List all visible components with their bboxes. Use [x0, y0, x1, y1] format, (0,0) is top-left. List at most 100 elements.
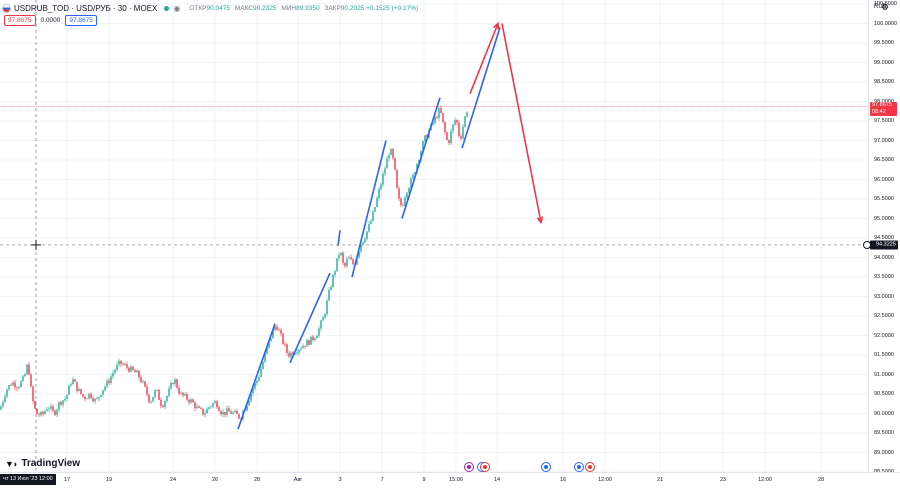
candle-body — [36, 408, 38, 415]
candles — [0, 105, 468, 422]
event-flag-dot — [577, 465, 581, 469]
candle-body — [46, 409, 48, 411]
candle-body — [388, 155, 390, 159]
candle-body — [324, 314, 326, 318]
candle-body — [262, 362, 264, 369]
legend: USDRUB_TOD · USD/РУБ · 30 · MOEX ◉ ОТКР9… — [2, 2, 418, 14]
eye-icon[interactable]: ◉ — [173, 3, 181, 13]
candle-body — [192, 399, 194, 403]
candle-body — [292, 352, 294, 355]
candle-body — [248, 400, 250, 406]
candle-body — [164, 400, 166, 408]
price-chart[interactable] — [0, 0, 868, 473]
candle-body — [16, 387, 18, 389]
candle-body — [414, 172, 416, 175]
event-flag-dot — [467, 465, 471, 469]
candle-body — [270, 338, 272, 341]
candle-body — [412, 174, 414, 179]
open-label: ОТКР — [189, 4, 207, 12]
price-tick-label: 94.5000 — [874, 235, 894, 241]
candle-body — [0, 406, 2, 410]
candle-body — [338, 254, 340, 259]
event-flag-dot — [483, 465, 487, 469]
candle-body — [234, 410, 236, 413]
candle-body — [134, 370, 136, 373]
candle-body — [218, 407, 220, 412]
candle-body — [236, 410, 238, 415]
candle-body — [188, 399, 190, 403]
candle-body — [260, 368, 262, 377]
tradingview-logo[interactable]: ▼◗ TradingView — [5, 458, 80, 469]
candle-body — [226, 408, 228, 415]
candle-body — [52, 406, 54, 411]
spread-value: 0.0000 — [40, 17, 61, 24]
candle-body — [336, 258, 338, 271]
trend-line — [401, 97, 441, 219]
time-tick-label: 9 — [422, 477, 426, 483]
candle-body — [196, 406, 198, 409]
candle-body — [48, 408, 50, 410]
chart-area[interactable]: USDRUB_TOD · USD/РУБ · 30 · MOEX ◉ ОТКР9… — [0, 0, 868, 473]
candle-body — [278, 329, 280, 331]
time-tick-label: 14 — [493, 477, 501, 483]
candle-body — [258, 376, 260, 381]
candle-body — [86, 398, 88, 400]
candle-body — [198, 406, 200, 408]
candle-body — [408, 188, 410, 193]
candle-body — [250, 393, 252, 401]
candle-body — [362, 242, 364, 245]
time-tick-label: 7 — [380, 477, 384, 483]
time-tick-label: 12:00 — [598, 477, 612, 483]
buy-button[interactable]: 97.8675 — [65, 15, 97, 26]
change-value: +0.1525 (+0.17%) — [366, 4, 419, 12]
candle-body — [306, 340, 308, 347]
forecast-arrowhead — [493, 21, 500, 30]
trend-lines — [237, 27, 501, 430]
candle-body — [352, 259, 354, 265]
price-tick-label: 94.0000 — [874, 254, 894, 261]
gear-icon[interactable]: ⚙ — [880, 2, 890, 12]
price-tick-label: 95.0000 — [874, 215, 894, 222]
candle-body — [448, 140, 450, 144]
candle-body — [370, 221, 372, 224]
candle-body — [356, 257, 358, 265]
currency-label[interactable]: RUB — [874, 4, 887, 10]
candle-body — [60, 402, 62, 405]
crosshair-price-tag: 94.3225 — [870, 240, 898, 250]
ohlc-values: ОТКР90.0475 МАКС90.2325 МИН89.9350 ЗАКР9… — [186, 5, 418, 12]
candle-body — [286, 344, 288, 354]
candle-body — [394, 157, 396, 170]
trend-line — [337, 230, 341, 246]
candle-body — [254, 383, 256, 389]
candle-body — [108, 380, 110, 384]
candle-body — [96, 398, 98, 400]
candle-body — [14, 382, 16, 388]
candle-body — [312, 336, 314, 341]
candle-body — [4, 396, 6, 402]
bar-countdown: 08:42 — [872, 108, 886, 115]
grid — [0, 0, 868, 473]
candle-body — [50, 406, 52, 409]
candle-body — [434, 117, 436, 123]
symbol-title[interactable]: USDRUB_TOD · USD/РУБ · 30 · MOEX — [14, 3, 158, 13]
candle-body — [374, 206, 376, 212]
candle-body — [80, 389, 82, 395]
candle-body — [342, 252, 344, 263]
time-tick-label: 17 — [63, 477, 71, 483]
candle-body — [204, 413, 206, 415]
candle-body — [230, 411, 232, 414]
sell-button[interactable]: 97.8675 — [4, 15, 36, 26]
candle-body — [62, 400, 64, 405]
candle-body — [28, 364, 30, 375]
candle-body — [56, 409, 58, 415]
candle-body — [334, 270, 336, 275]
candle-body — [302, 345, 304, 349]
time-axis[interactable]: чт 13 Июл '23 12:00 17 19 24 26 28 Авг 3 7 9 15:0… — [0, 472, 900, 488]
candle-body — [432, 122, 434, 124]
price-axis[interactable] — [868, 0, 900, 472]
forecast-arrowhead — [536, 216, 544, 225]
candle-body — [376, 198, 378, 207]
candle-body — [24, 374, 26, 377]
time-tick-label: 21 — [656, 477, 664, 483]
candle-body — [126, 364, 128, 368]
